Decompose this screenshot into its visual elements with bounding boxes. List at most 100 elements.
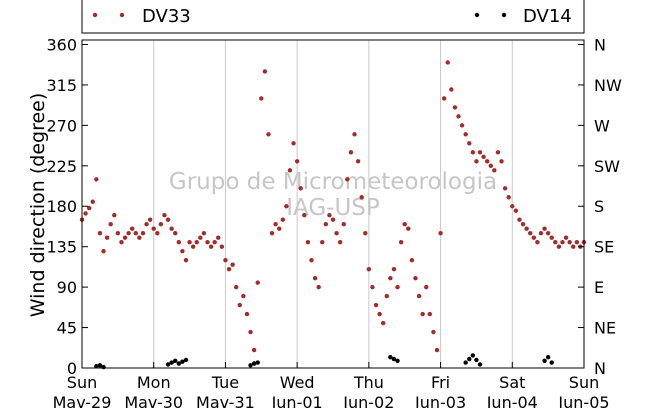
data-point-dv33 [291,141,296,146]
data-point-dv33 [334,231,339,236]
data-point-dv33 [506,195,511,200]
x-tick-label-date: Iun-05 [558,393,609,409]
data-point-dv33 [259,96,264,101]
x-tick-label-day: Sat [499,373,525,392]
x-tick-label-date: Iun-03 [415,393,466,409]
data-point-dv14 [395,358,400,364]
data-point-dv14 [467,356,472,362]
data-point-dv33 [517,217,522,222]
data-point-dv33 [560,239,565,245]
data-point-dv33 [287,168,293,173]
data-point-dv33 [535,239,540,245]
data-point-dv14 [391,356,397,362]
data-point-dv33 [176,239,182,245]
x-tick-label-day: Tue [211,373,239,392]
data-point-dv33 [205,239,210,245]
data-point-dv14 [94,364,99,369]
data-point-dv33 [330,217,336,222]
data-point-dv33 [126,231,131,236]
data-point-dv33 [266,132,271,137]
data-point-dv33 [416,293,422,299]
data-point-dv33 [226,266,232,272]
data-point-dv33 [352,132,357,137]
data-point-dv33 [251,347,257,353]
data-point-dv33 [180,248,185,254]
x-tick-label-day: Mon [137,373,171,392]
data-point-dv33 [151,226,156,231]
data-point-dv14 [101,364,106,370]
data-point-dv33 [198,235,203,240]
data-point-dv33 [424,284,429,290]
data-point-dv33 [187,239,192,245]
watermark-line-1: Grupo de Micrometeorologia [169,169,497,195]
data-point-dv33 [567,239,572,245]
watermark-line-2: IAG-USP [286,195,380,221]
data-point-dv33 [553,239,558,245]
data-point-dv33 [305,239,311,245]
data-point-dv33 [97,231,103,236]
y-tick-label-left: 45 [57,319,77,338]
data-point-dv33 [345,177,350,182]
data-point-dv33 [115,231,121,236]
data-point-dv33 [373,302,379,308]
data-point-dv33 [431,329,436,335]
data-point-dv33 [542,226,547,231]
y-tick-label-left: 135 [46,238,77,257]
data-point-dv33 [230,262,235,267]
data-point-dv33 [298,186,303,191]
x-tick-label-date: Iun-02 [343,393,394,409]
data-point-dv33 [133,231,138,236]
y-tick-label-right: N [594,35,606,54]
legend-label-dv33: DV33 [142,6,191,27]
data-point-dv33 [434,347,440,353]
data-point-dv14 [173,358,178,364]
data-point-dv33 [337,239,343,245]
data-point-dv33 [484,159,490,164]
data-point-dv33 [248,329,253,335]
data-point-dv14 [549,360,554,365]
data-point-dv33 [327,213,332,218]
data-point-dv14 [463,360,468,365]
data-point-dv33 [140,231,146,236]
data-point-dv14 [255,360,260,365]
data-point-dv33 [294,159,300,164]
y-tick-label-left: 225 [46,157,77,176]
data-point-dv33 [406,226,411,231]
plot-frame [81,39,585,369]
data-point-dv33 [470,150,476,155]
data-point-dv33 [147,217,153,222]
data-point-dv33 [538,231,544,236]
data-point-dv33 [492,168,497,173]
y-tick-label-right: NE [594,319,616,338]
data-point-dv33 [216,235,221,240]
y-tick-label-right: N [594,359,606,378]
data-point-dv33 [112,213,117,218]
data-point-dv33 [459,123,465,128]
x-tick-label-day: Thu [353,373,384,392]
data-point-dv33 [520,222,526,227]
data-point-dv33 [94,177,99,182]
data-point-dv33 [169,226,174,231]
x-tick-label-date: Mav-31 [196,393,255,409]
data-point-dv33 [510,204,515,209]
data-point-dv33 [309,257,314,263]
data-point-dv33 [463,132,468,137]
x-tick-label-day: Sun [67,373,97,392]
data-point-dv33 [302,213,307,218]
data-point-dv33 [456,114,461,119]
y-tick-label-right: E [594,278,604,297]
data-point-dv33 [474,159,479,164]
data-point-dv33 [348,150,354,155]
data-point-dv33 [137,235,142,240]
watermark: Grupo de Micrometeorologia IAG-USP [169,169,497,221]
data-point-dv14 [474,357,479,363]
data-point-dv33 [165,217,171,222]
data-point-dv33 [545,231,551,236]
data-point-dv14 [545,355,551,360]
data-point-dv33 [531,235,536,240]
legend-marker-dv14 [474,12,480,18]
legend: DV33 DV14 [81,0,585,34]
data-point-dv33 [563,235,569,240]
data-point-dv33 [574,239,580,245]
